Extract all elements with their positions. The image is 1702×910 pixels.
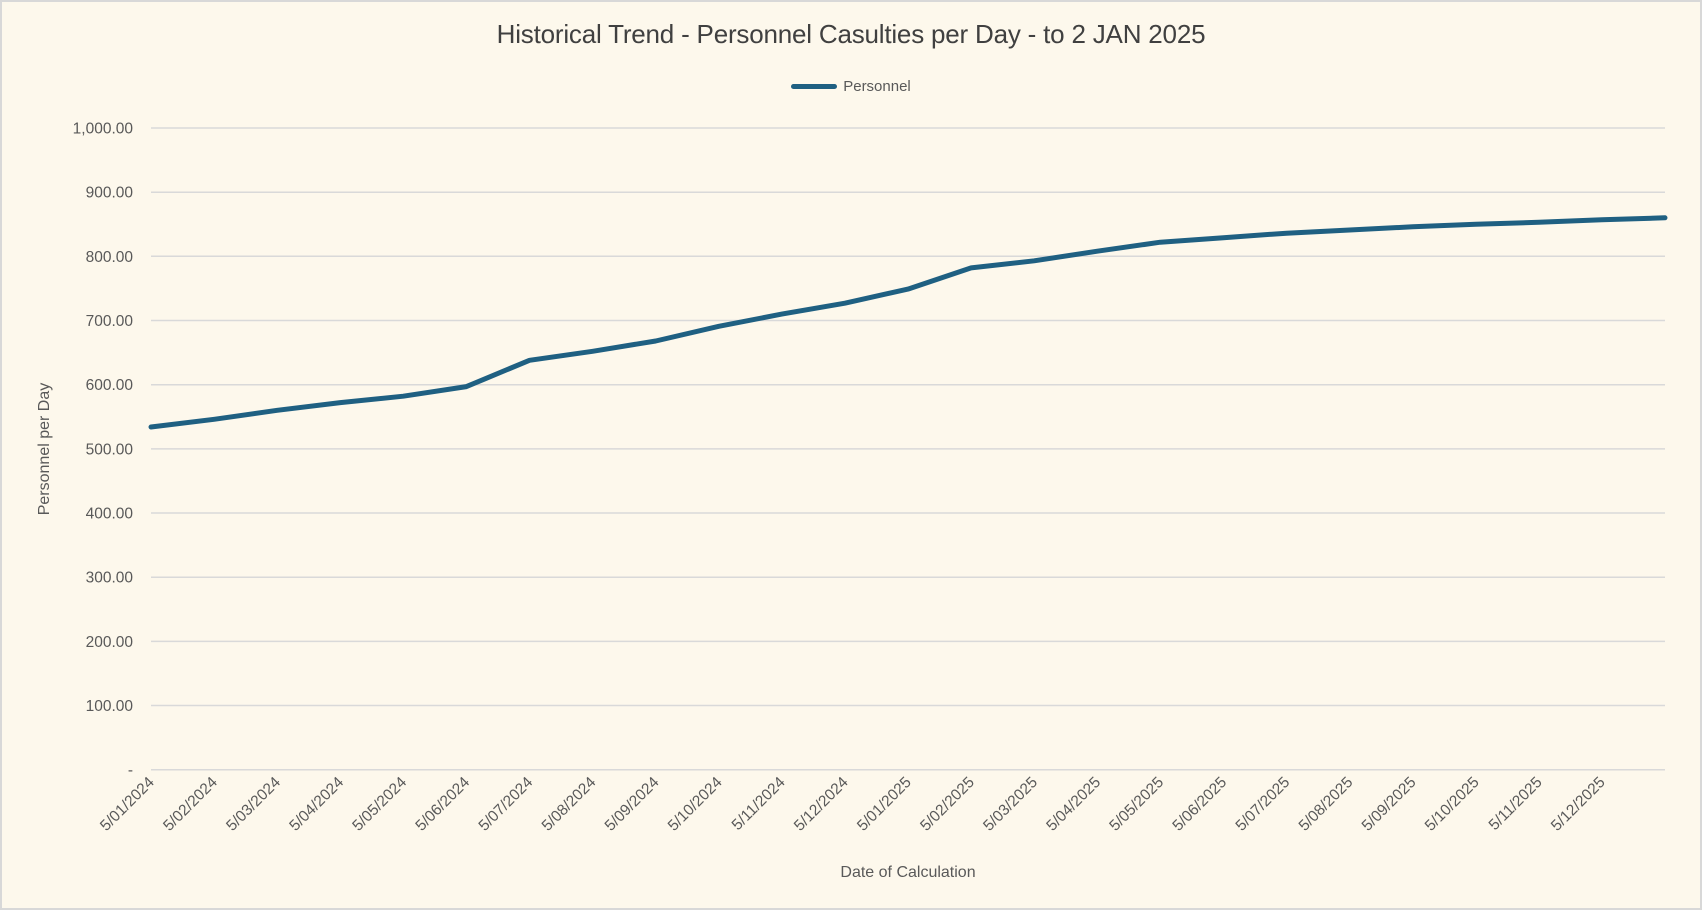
x-tick-label: 5/04/2025 <box>1043 774 1104 835</box>
x-tick-label: 5/11/2025 <box>1486 774 1546 834</box>
y-tick-label: 200.00 <box>86 634 134 651</box>
y-tick-label: - <box>128 762 133 779</box>
x-axis-title: Date of Calculation <box>840 864 976 881</box>
y-tick-label: 500.00 <box>86 441 134 458</box>
y-tick-label: 900.00 <box>86 185 134 202</box>
x-tick-label: 5/09/2025 <box>1359 774 1420 835</box>
x-tick-label: 5/10/2025 <box>1422 774 1483 835</box>
x-tick-label: 5/04/2024 <box>286 774 347 835</box>
x-tick-label: 5/03/2025 <box>980 774 1041 835</box>
y-tick-label: 400.00 <box>86 506 134 523</box>
y-tick-label: 700.00 <box>86 313 134 330</box>
x-tick-label: 5/02/2024 <box>160 774 221 835</box>
legend-line-swatch <box>791 84 838 89</box>
x-tick-label: 5/08/2025 <box>1296 774 1357 835</box>
x-tick-label: 5/12/2025 <box>1548 774 1609 835</box>
y-tick-label: 1,000.00 <box>73 121 134 138</box>
x-tick-label: 5/05/2024 <box>349 774 410 835</box>
y-axis-title: Personnel per Day <box>36 382 53 516</box>
y-tick-label: 800.00 <box>86 249 134 266</box>
y-tick-label: 100.00 <box>86 698 134 715</box>
legend: Personnel <box>2 78 1700 95</box>
x-tick-label: 5/10/2024 <box>665 774 726 835</box>
x-tick-label: 5/06/2025 <box>1169 774 1230 835</box>
x-tick-label: 5/02/2025 <box>917 774 978 835</box>
x-tick-label: 5/08/2024 <box>539 774 600 835</box>
x-tick-label: 5/01/2024 <box>97 774 158 835</box>
x-tick-label: 5/12/2024 <box>791 774 852 835</box>
chart-title: Historical Trend - Personnel Casulties p… <box>496 19 1206 49</box>
x-tick-label: 5/11/2024 <box>729 774 789 834</box>
y-tick-label: 600.00 <box>86 377 134 394</box>
x-tick-label: 5/05/2025 <box>1106 774 1167 835</box>
x-tick-label: 5/06/2024 <box>412 774 473 835</box>
legend-label: Personnel <box>843 78 911 95</box>
personnel-trend-line <box>148 215 1668 430</box>
y-tick-label: 300.00 <box>86 570 134 587</box>
x-tick-label: 5/03/2024 <box>223 774 284 835</box>
x-tick-label: 5/09/2024 <box>602 774 663 835</box>
x-tick-label: 5/07/2025 <box>1233 774 1294 835</box>
x-tick-label: 5/01/2025 <box>854 774 915 835</box>
x-tick-label: 5/07/2024 <box>476 774 537 835</box>
